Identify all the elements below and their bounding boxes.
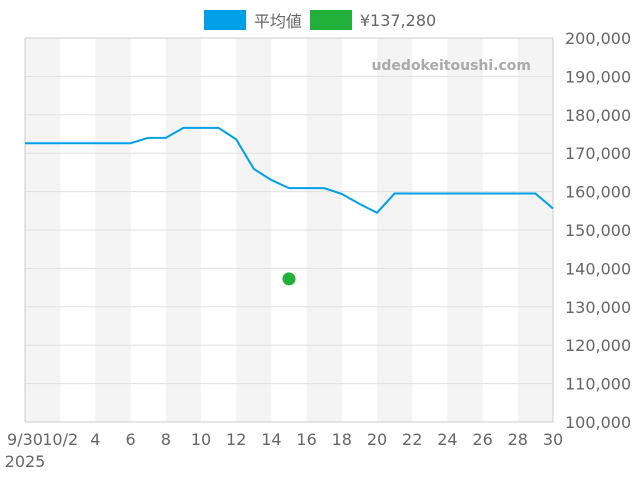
price-point — [282, 272, 296, 286]
legend: 平均値 ¥137,280 — [0, 8, 640, 32]
y-tick-label: 120,000 — [565, 336, 631, 355]
x-tick-label: 10/2 — [42, 430, 78, 449]
legend-label-price: ¥137,280 — [359, 10, 437, 30]
x-tick-label: 4 — [90, 430, 100, 449]
x-tick-label: 24 — [437, 430, 457, 449]
y-tick-label: 130,000 — [565, 298, 631, 317]
x-tick-label: 8 — [161, 430, 171, 449]
y-tick-label: 170,000 — [565, 144, 631, 163]
legend-swatch-average — [203, 10, 246, 30]
x-tick-label: 6 — [126, 430, 136, 449]
series-average-line — [25, 126, 554, 214]
x-tick-label: 18 — [332, 430, 352, 449]
watermark: udedokeitoushi.com — [371, 58, 531, 74]
x-tick-label: 10 — [191, 430, 211, 449]
y-tick-label: 140,000 — [565, 259, 631, 278]
y-tick-label: 110,000 — [565, 375, 631, 394]
x-tick-label: 30 — [543, 430, 563, 449]
legend-item-average[interactable]: 平均値 — [203, 8, 302, 32]
x-tick-label: 14 — [261, 430, 281, 449]
legend-label-average: 平均値 — [253, 12, 302, 31]
x-tick-label: 22 — [402, 430, 422, 449]
x-tick-label: 20 — [367, 430, 387, 449]
legend-item-price[interactable]: ¥137,280 — [309, 10, 437, 30]
x-tick-label: 26 — [472, 430, 492, 449]
x-tick-label: 9/30 — [7, 430, 43, 449]
x-tick-label: 16 — [296, 430, 316, 449]
y-tick-label: 150,000 — [565, 221, 631, 240]
y-tick-label: 190,000 — [565, 67, 631, 86]
y-tick-label: 100,000 — [565, 413, 631, 432]
y-tick-label: 200,000 — [565, 29, 631, 48]
x-tick-label: 12 — [226, 430, 246, 449]
x-tick-label: 28 — [508, 430, 528, 449]
y-tick-label: 160,000 — [565, 183, 631, 202]
x-year-label: 2025 — [5, 452, 46, 471]
legend-swatch-price — [309, 10, 352, 30]
y-tick-label: 180,000 — [565, 106, 631, 125]
